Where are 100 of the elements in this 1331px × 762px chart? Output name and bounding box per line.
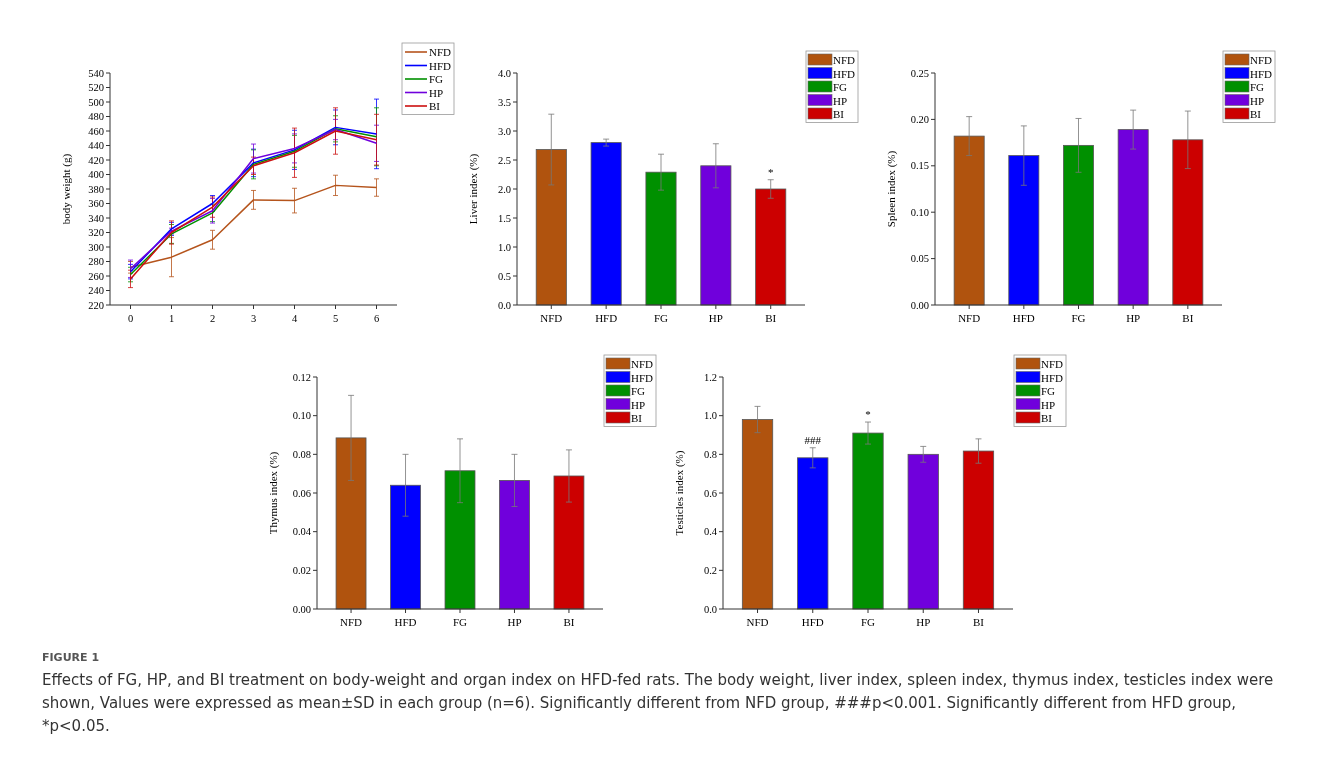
y-tick-label: 360: [88, 198, 104, 210]
x-tick-label: 3: [250, 313, 257, 324]
legend-label: NFD: [631, 358, 654, 370]
legend-label: HFD: [631, 371, 654, 384]
y-tick-label: 0.0: [703, 603, 717, 615]
y-tick-label: 0.20: [910, 114, 929, 126]
x-tick-label: BI: [972, 616, 985, 628]
x-tick-label: NFD: [958, 312, 981, 324]
x-tick-label: HP: [1126, 312, 1141, 324]
x-tick-label: HP: [507, 616, 522, 628]
y-tick-label: 220: [88, 299, 104, 311]
legend-label: FG: [833, 81, 848, 93]
legend-label: HP: [631, 398, 646, 411]
y-tick-label: 0.2: [703, 565, 717, 577]
x-tick-label: NFD: [540, 312, 563, 324]
x-tick-label: 0: [127, 313, 134, 324]
y-tick-label: 280: [88, 256, 104, 268]
legend-label: NFD: [1250, 54, 1273, 66]
x-tick-label: FG: [653, 312, 669, 324]
legend-label: BI: [833, 108, 845, 120]
y-tick-label: 0.06: [292, 487, 311, 499]
legend-label: NFD: [833, 54, 856, 66]
y-tick-label: 1.0: [703, 410, 717, 422]
y-tick-label: 4.0: [497, 67, 511, 79]
y-tick-label: 2.0: [497, 183, 511, 195]
legend-label: HP: [833, 94, 848, 107]
legend-label: HFD: [833, 67, 856, 80]
y-tick-label: 340: [88, 212, 104, 224]
y-axis-title: body weight (g): [60, 153, 73, 225]
y-axis-title: Spleen index (%): [885, 150, 898, 228]
y-tick-label: 0.8: [703, 449, 717, 461]
y-tick-label: 0.15: [910, 160, 929, 172]
y-tick-label: 0.00: [292, 603, 311, 615]
y-tick-label: 500: [88, 96, 104, 108]
y-tick-label: 3.0: [497, 125, 511, 137]
annotation: *: [865, 408, 871, 421]
y-tick-label: 0.00: [910, 299, 929, 311]
y-tick-label: 0.0: [497, 299, 511, 311]
x-tick-label: 5: [332, 313, 339, 324]
x-tick-label: BI: [765, 312, 777, 324]
y-tick-label: 0.12: [292, 371, 311, 383]
y-tick-label: 2.5: [497, 154, 511, 166]
y-tick-label: 0.08: [292, 449, 311, 461]
legend-label: BI: [631, 412, 643, 424]
x-tick-label: HP: [708, 312, 723, 324]
x-tick-label: HFD: [1012, 312, 1035, 324]
legend-label: NFD: [1041, 358, 1064, 370]
y-tick-label: 320: [88, 227, 104, 239]
y-tick-label: 0.04: [292, 526, 312, 538]
legend-label: BI: [1250, 108, 1262, 120]
y-tick-label: 0.05: [910, 253, 929, 265]
y-tick-label: 0.5: [497, 270, 511, 282]
legend-label: HP: [1250, 94, 1265, 107]
x-tick-label: BI: [563, 616, 575, 628]
x-tick-label: 2: [209, 313, 216, 324]
legend-label: FG: [429, 73, 444, 85]
x-tick-label: 4: [291, 313, 298, 324]
legend-label: FG: [1041, 385, 1056, 397]
y-tick-label: 460: [88, 125, 104, 137]
y-axis-title: Liver index (%): [467, 153, 480, 225]
x-tick-label: 1: [168, 313, 175, 324]
y-tick-label: 380: [88, 183, 104, 195]
y-tick-label: 260: [88, 270, 104, 282]
y-axis-title: Thymus index (%): [267, 451, 280, 535]
x-tick-label: FG: [860, 616, 876, 628]
legend-label: BI: [1041, 412, 1053, 424]
x-tick-label: HFD: [801, 616, 824, 628]
x-tick-label: HP: [916, 616, 931, 628]
x-tick-label: FG: [1071, 312, 1086, 324]
y-tick-label: 300: [88, 241, 104, 253]
x-tick-label: BI: [1182, 312, 1194, 324]
y-tick-label: 240: [88, 285, 104, 297]
legend-label: HFD: [1041, 371, 1064, 384]
x-tick-label: 6: [373, 313, 380, 324]
legend-label: NFD: [429, 46, 452, 58]
legend-label: BI: [429, 100, 441, 112]
text: Effects of FG, HP, and BI treatment on body-weight and organ index on HFD-fed rats. The body weight, liver index, spleen index, thymus index, testicles index were shown, Values were expressed as mean±SD in each group (n=6). Significantly different from NFD group, ###p<0.001. Significantly different from HFD group, *p<0.05.: [42, 670, 1275, 737]
x-tick-label: FG: [452, 616, 468, 628]
y-tick-label: 440: [88, 140, 104, 152]
y-tick-label: 1.5: [497, 212, 511, 224]
y-tick-label: 0.4: [703, 526, 718, 538]
y-tick-label: 400: [88, 169, 104, 181]
y-tick-label: 420: [88, 154, 104, 166]
y-axis-title: Testicles index (%): [673, 450, 686, 536]
legend-label: HFD: [429, 59, 452, 72]
text: FIGURE 1: [42, 651, 101, 664]
y-tick-label: 1.0: [497, 241, 511, 253]
legend-label: FG: [631, 385, 646, 397]
y-tick-label: 480: [88, 111, 104, 123]
x-tick-label: NFD: [746, 616, 769, 628]
x-tick-label: NFD: [340, 616, 363, 628]
y-tick-label: 1.2: [703, 371, 717, 383]
y-tick-label: 540: [88, 67, 104, 79]
y-tick-label: 0.02: [292, 565, 311, 577]
legend-label: HFD: [1250, 67, 1273, 80]
y-tick-label: 0.6: [703, 487, 717, 499]
y-tick-label: 0.25: [910, 67, 929, 79]
y-tick-label: 3.5: [497, 96, 511, 108]
x-tick-label: HFD: [595, 312, 618, 324]
annotation: ###: [804, 433, 822, 446]
